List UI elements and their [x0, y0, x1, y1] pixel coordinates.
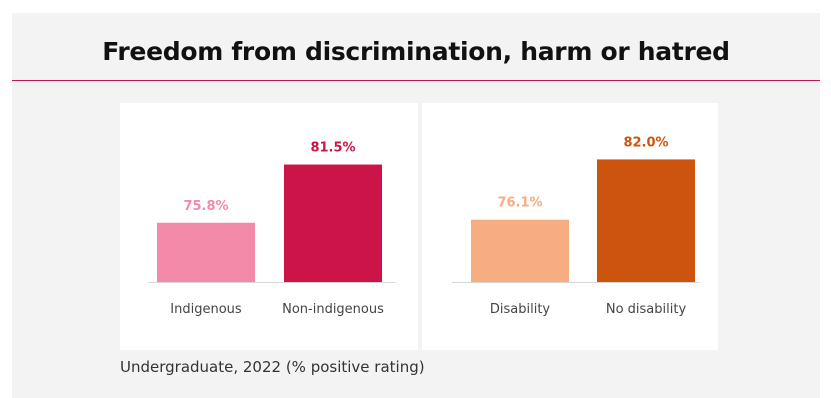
bar-chart-disability: 76.1% Disability 82.0% No disability: [452, 135, 699, 317]
chart-caption: Undergraduate, 2022 (% positive rating): [120, 358, 425, 376]
bar-indigenous: [157, 222, 255, 282]
chart-card: Freedom from discrimination, harm or hat…: [12, 13, 820, 398]
category-label-indigenous: Indigenous: [170, 302, 242, 317]
value-label-indigenous: 75.8%: [183, 199, 228, 214]
category-label-non-indigenous: Non-indigenous: [282, 302, 384, 317]
category-label-disability: Disability: [490, 302, 551, 317]
value-label-no-disability: 82.0%: [623, 135, 668, 150]
chart-panel-disability: 76.1% Disability 82.0% No disability: [422, 103, 718, 350]
category-label-no-disability: No disability: [606, 302, 687, 317]
chart-title: Freedom from discrimination, harm or hat…: [102, 37, 730, 66]
bar-chart-indigenous: 75.8% Indigenous 81.5% Non-indigenous: [149, 141, 395, 317]
value-label-disability: 76.1%: [497, 196, 542, 211]
title-divider: [12, 80, 820, 81]
value-label-non-indigenous: 81.5%: [310, 141, 355, 156]
bar-non-indigenous: [284, 164, 382, 282]
bar-disability: [471, 219, 569, 282]
bar-no-disability: [597, 159, 695, 282]
chart-panel-indigenous: 75.8% Indigenous 81.5% Non-indigenous: [120, 103, 418, 350]
